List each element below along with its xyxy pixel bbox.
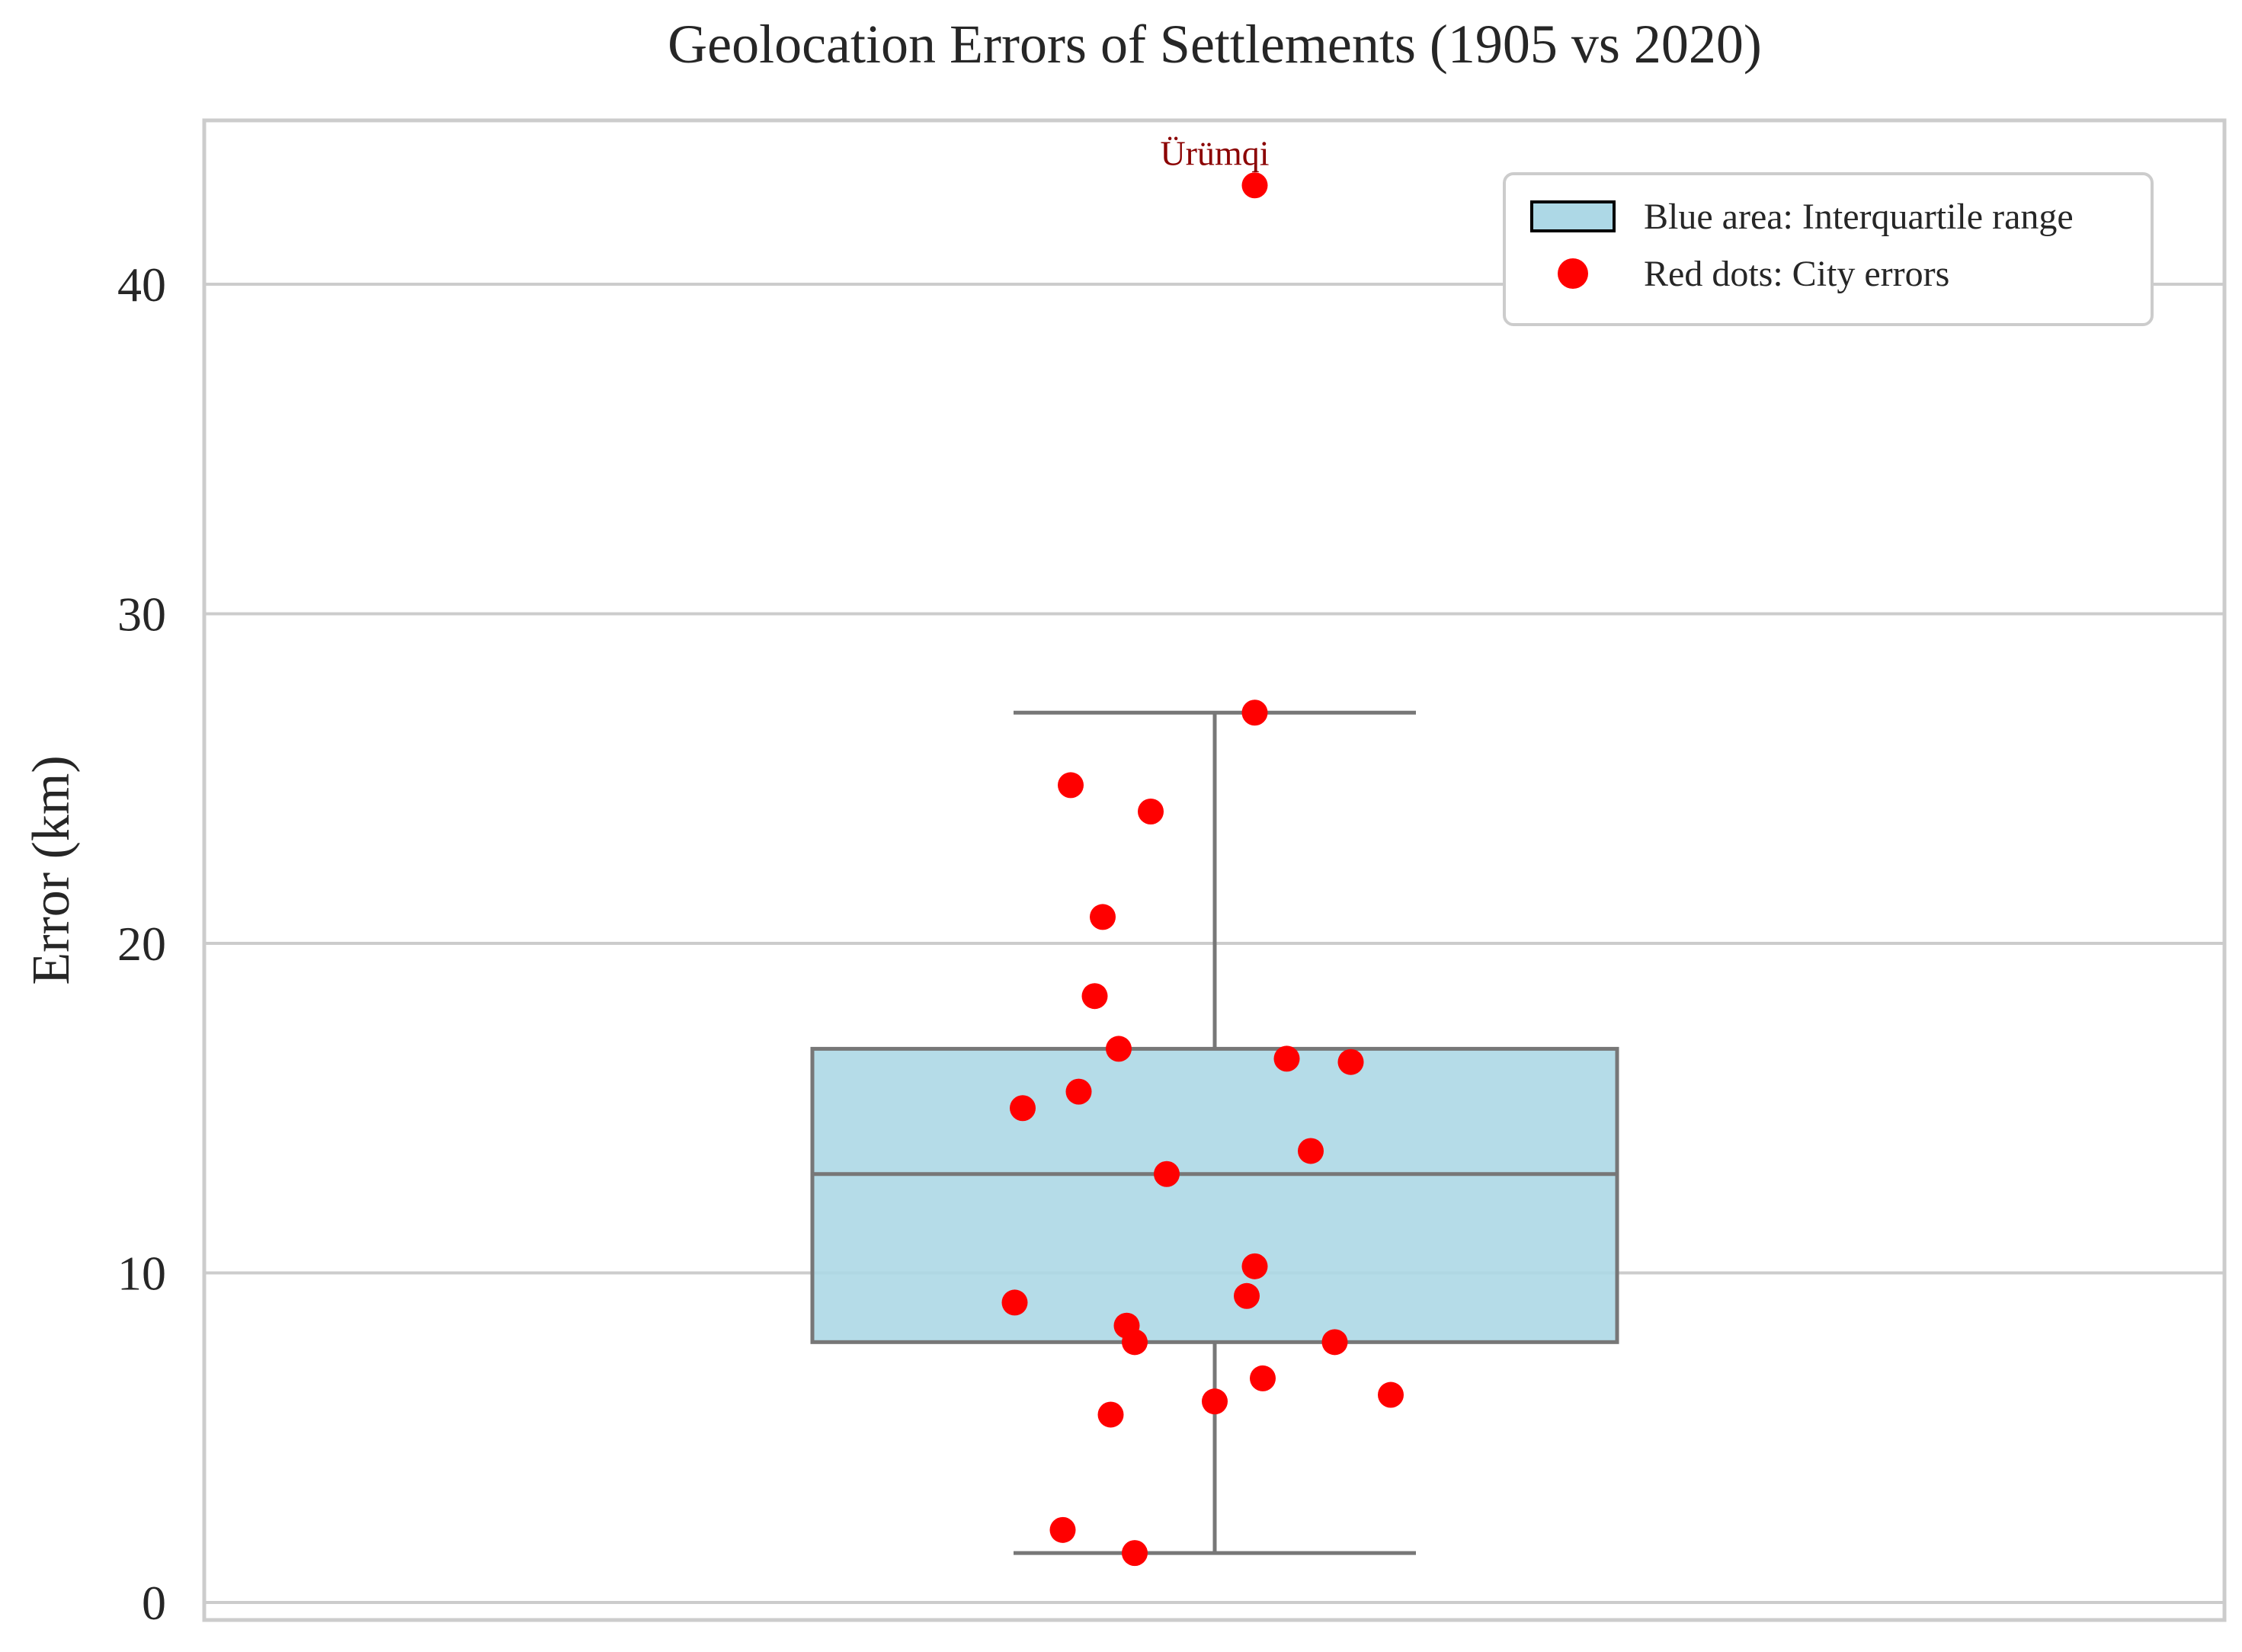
city-error-point-23 (1049, 1516, 1076, 1543)
city-error-point-21 (1202, 1388, 1228, 1415)
y-axis-label: Error (km) (22, 755, 81, 984)
city-error-point-6 (1106, 1036, 1132, 1062)
city-error-point-10 (1010, 1095, 1036, 1122)
city-error-point-4 (1090, 904, 1116, 930)
y-tick-label-10: 10 (117, 1247, 166, 1301)
city-error-point-2 (1058, 772, 1084, 799)
city-error-point-0 (1241, 172, 1268, 199)
city-error-point-14 (1001, 1289, 1028, 1316)
y-tick-label-40: 40 (117, 258, 166, 312)
city-error-point-11 (1298, 1138, 1324, 1164)
iqr-box (810, 1046, 1619, 1344)
city-error-points (1001, 172, 1404, 1567)
plot-frame (202, 118, 2227, 1622)
city-error-point-3 (1138, 799, 1164, 824)
city-error-point-15 (1234, 1282, 1260, 1309)
city-error-point-17 (1122, 1329, 1148, 1356)
city-error-point-19 (1250, 1365, 1276, 1391)
legend-iqr-label: Blue area: Interquartile range (1644, 197, 2074, 237)
city-error-point-7 (1273, 1045, 1300, 1072)
city-error-point-24 (1122, 1540, 1148, 1567)
city-error-point-20 (1378, 1381, 1404, 1408)
y-tick-label-20: 20 (117, 917, 166, 971)
legend: Blue area: Interquartile range Red dots:… (1503, 172, 2154, 326)
city-error-point-13 (1241, 1253, 1268, 1279)
city-error-point-22 (1097, 1401, 1124, 1428)
city-error-point-8 (1337, 1049, 1364, 1075)
y-tick-label-0: 0 (142, 1576, 166, 1630)
legend-frame (1503, 172, 2154, 326)
y-axis-ticks: 0 10 20 30 40 (117, 258, 166, 1630)
city-error-point-9 (1065, 1078, 1092, 1105)
chart-title: Geolocation Errors of Settlements (1905 … (668, 14, 1762, 75)
city-error-point-1 (1241, 700, 1268, 726)
city-error-point-18 (1321, 1329, 1348, 1356)
annotation-label-0: Ürümqi (1160, 133, 1269, 172)
city-error-point-12 (1154, 1161, 1180, 1187)
legend-iqr-swatch (1530, 200, 1616, 232)
y-tick-label-30: 30 (117, 587, 166, 642)
box-and-whiskers (810, 710, 1619, 1555)
legend-dot-label: Red dots: City errors (1644, 254, 1949, 294)
city-error-point-5 (1081, 983, 1108, 1010)
legend-dot-swatch (1558, 258, 1588, 289)
annotations: Ürümqi (1160, 133, 1269, 172)
